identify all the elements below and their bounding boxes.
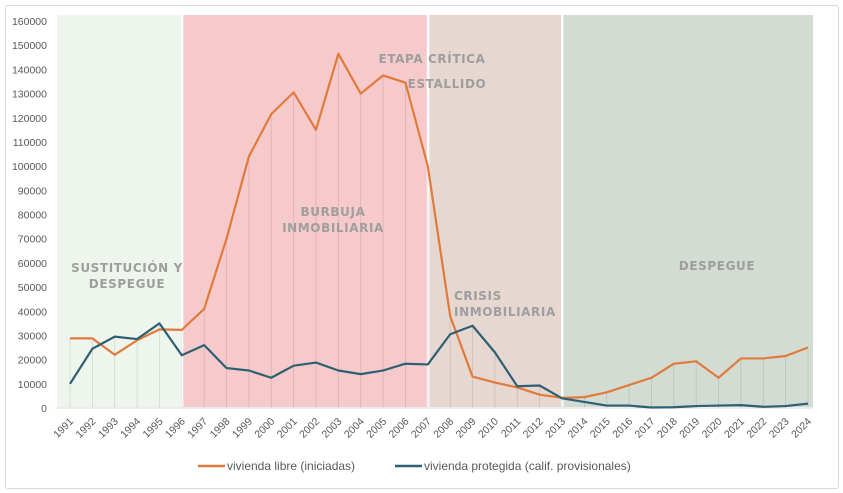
region-label-3: CRISIS xyxy=(454,289,502,303)
x-tick-label: 2007 xyxy=(409,416,434,441)
x-tick-label: 2002 xyxy=(297,416,322,441)
x-tick-label: 2021 xyxy=(722,416,747,441)
period-regions xyxy=(57,15,813,407)
y-tick-label: 120000 xyxy=(12,113,47,125)
series-line-protegida xyxy=(69,322,809,409)
region-label-2: BURBUJA xyxy=(301,205,366,219)
x-tick-label: 2001 xyxy=(275,416,300,441)
region-label-4: DESPEGUE xyxy=(679,259,755,273)
y-tick-label: 150000 xyxy=(12,40,47,52)
x-tick-label: 2018 xyxy=(655,416,680,441)
region-2 xyxy=(183,15,427,407)
y-tick-label: 20000 xyxy=(18,355,47,367)
y-axis-labels: 0 10000 20000 30000 40000 50000 60000 70000 8000… xyxy=(12,16,47,415)
x-tick-label: 1994 xyxy=(118,416,143,441)
x-tick-label: 1995 xyxy=(141,416,166,441)
x-tick-label: 1998 xyxy=(208,416,233,441)
y-tick-label: 110000 xyxy=(13,137,47,149)
x-tick-label: 2024 xyxy=(789,416,814,441)
x-tick-label: 2004 xyxy=(342,416,367,441)
x-tick-label: 1992 xyxy=(73,416,98,441)
x-tick-label: 1996 xyxy=(163,416,188,441)
x-tick-label: 2013 xyxy=(543,416,568,441)
x-tick-label: 2003 xyxy=(319,416,344,441)
region-3 xyxy=(429,15,561,407)
region-label-2: INMOBILIARIA xyxy=(282,221,384,235)
x-tick-label: 2011 xyxy=(499,416,524,441)
x-tick-label: 2023 xyxy=(767,416,792,441)
x-tick-label: 2017 xyxy=(633,416,658,441)
y-tick-label: 70000 xyxy=(18,234,47,246)
x-tick-label: 2008 xyxy=(431,416,456,441)
region-4 xyxy=(563,15,813,407)
x-tick-label: 2022 xyxy=(744,416,769,441)
x-tick-label: 2016 xyxy=(610,416,635,441)
x-tick-label: 2019 xyxy=(677,416,702,441)
legend-label-libre: vivienda libre (iniciadas) xyxy=(227,459,355,473)
y-tick-label: 50000 xyxy=(18,282,47,294)
x-tick-label: 2005 xyxy=(364,416,389,441)
x-tick-label: 1999 xyxy=(230,416,255,441)
x-tick-label: 2000 xyxy=(252,416,277,441)
annotation-estallido: ESTALLIDO xyxy=(408,77,487,91)
x-tick-label: 2009 xyxy=(454,416,479,441)
x-tick-label: 2020 xyxy=(700,416,725,441)
x-tick-label: 2006 xyxy=(387,416,412,441)
y-tick-label: 30000 xyxy=(18,330,47,342)
region-label-3: INMOBILIARIA xyxy=(454,305,556,319)
x-tick-label: 2010 xyxy=(476,416,501,441)
series-line-libre xyxy=(70,52,809,399)
annotation-etapa-critica: ETAPA CRÍTICA xyxy=(379,51,486,66)
region-label-1: DESPEGUE xyxy=(89,277,165,291)
x-tick-label: 1993 xyxy=(96,416,121,441)
y-tick-label: 40000 xyxy=(18,306,47,318)
y-tick-label: 90000 xyxy=(18,185,47,197)
x-axis-labels: 1991199219931994199519961997199819992000… xyxy=(51,416,814,441)
legend: vivienda libre (iniciadas) vivienda prot… xyxy=(198,459,631,473)
y-tick-label: 0 xyxy=(41,403,47,415)
x-tick-label: 1997 xyxy=(185,416,210,441)
x-tick-label: 2015 xyxy=(588,416,613,441)
y-tick-label: 100000 xyxy=(12,161,47,173)
region-label-1: SUSTITUCIÓN Y xyxy=(71,260,183,275)
region-labels: SUSTITUCIÓN Y DESPEGUE BURBUJA INMOBILIARIA… xyxy=(71,205,755,319)
y-tick-label: 60000 xyxy=(18,258,47,270)
x-tick-label: 2014 xyxy=(565,416,590,441)
y-tick-label: 160000 xyxy=(12,16,47,28)
series-lines xyxy=(69,52,809,409)
x-tick-label: 1991 xyxy=(51,416,76,441)
y-tick-label: 140000 xyxy=(12,64,47,76)
legend-label-protegida: vivienda protegida (calif. provisionales… xyxy=(424,459,631,473)
x-tick-label: 2012 xyxy=(521,416,546,441)
y-tick-label: 10000 xyxy=(18,379,47,391)
region-1 xyxy=(57,15,181,407)
y-tick-label: 130000 xyxy=(12,89,47,101)
y-tick-label: 80000 xyxy=(18,210,47,222)
